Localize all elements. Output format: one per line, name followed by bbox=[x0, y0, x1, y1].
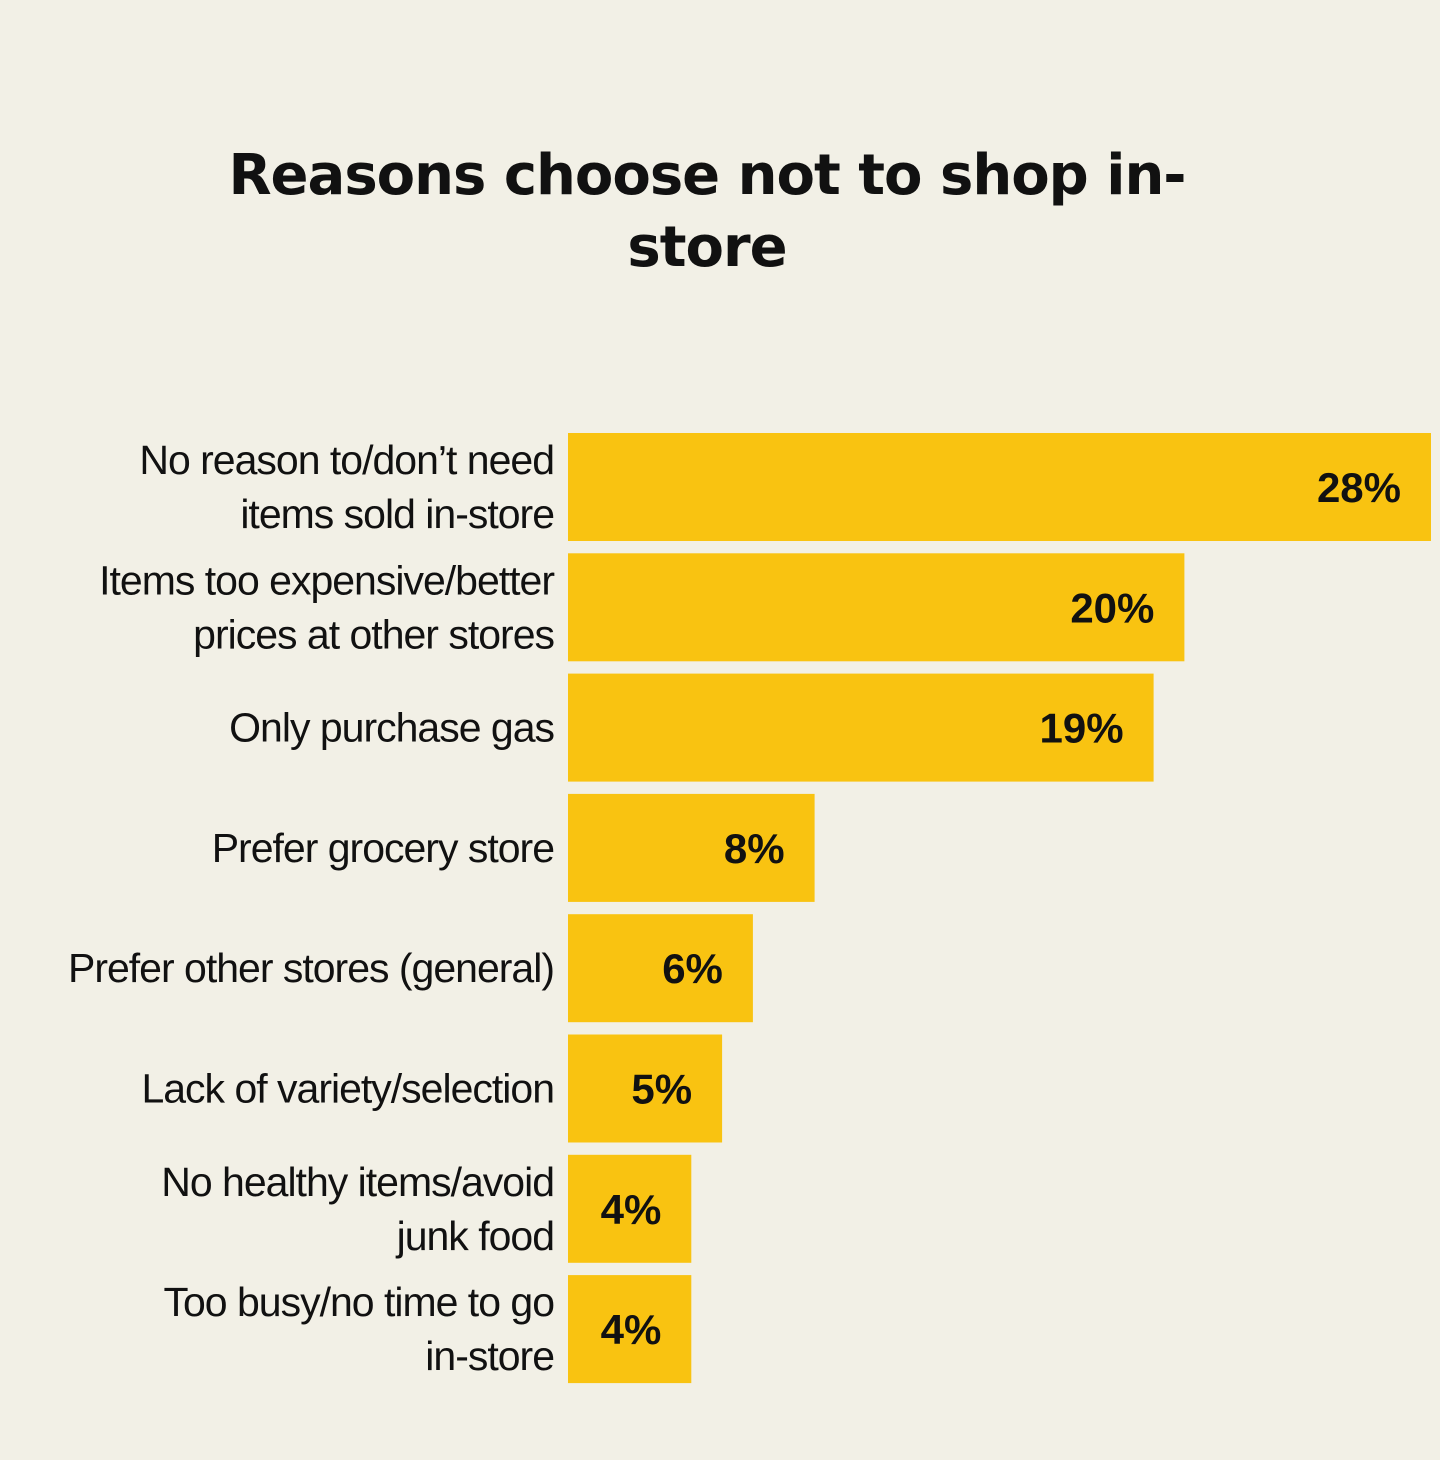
category-label-2: Only purchase gas bbox=[229, 705, 554, 751]
category-label-7-line-1: in-store bbox=[425, 1333, 554, 1379]
category-label-0-line-0: No reason to/don’t need bbox=[139, 437, 554, 483]
value-label-4: 6% bbox=[662, 945, 723, 992]
value-label-2: 19% bbox=[1040, 705, 1124, 752]
bar-5 bbox=[568, 1034, 723, 1143]
bar-3 bbox=[568, 793, 815, 902]
bar-6 bbox=[568, 1154, 692, 1263]
category-label-7-line-0: Too busy/no time to go bbox=[163, 1279, 554, 1325]
bars-group bbox=[568, 433, 1431, 1384]
category-label-3: Prefer grocery store bbox=[212, 825, 554, 871]
bar-4 bbox=[568, 914, 753, 1023]
value-label-1: 20% bbox=[1070, 584, 1154, 631]
value-label-3: 8% bbox=[724, 825, 785, 872]
chart-title: Reasons choose not to shop in-store bbox=[228, 143, 1186, 280]
value-labels-group: 28% 20% 19% 8% 6% 5% 4% 4% bbox=[601, 464, 1401, 1353]
category-label-1-line-0: Items too expensive/better bbox=[99, 557, 554, 603]
category-label-6-line-0: No healthy items/avoid bbox=[161, 1159, 554, 1205]
bar-1 bbox=[568, 553, 1185, 662]
category-label-6-line-1: junk food bbox=[396, 1213, 554, 1259]
category-label-5: Lack of variety/selection bbox=[141, 1066, 554, 1112]
bar-7 bbox=[568, 1275, 692, 1384]
category-label-0-line-1: items sold in-store bbox=[240, 491, 554, 537]
category-label-1-line-1: prices at other stores bbox=[193, 611, 554, 657]
bar-0 bbox=[568, 433, 1431, 541]
value-label-7: 4% bbox=[601, 1306, 662, 1353]
value-label-6: 4% bbox=[601, 1186, 662, 1233]
value-label-5: 5% bbox=[631, 1066, 692, 1113]
category-labels-group: No reason to/don’t need items sold in-sto… bbox=[68, 437, 556, 1379]
category-label-4: Prefer other stores (general) bbox=[68, 945, 554, 991]
value-label-0: 28% bbox=[1317, 464, 1401, 511]
bar-2 bbox=[568, 673, 1154, 782]
